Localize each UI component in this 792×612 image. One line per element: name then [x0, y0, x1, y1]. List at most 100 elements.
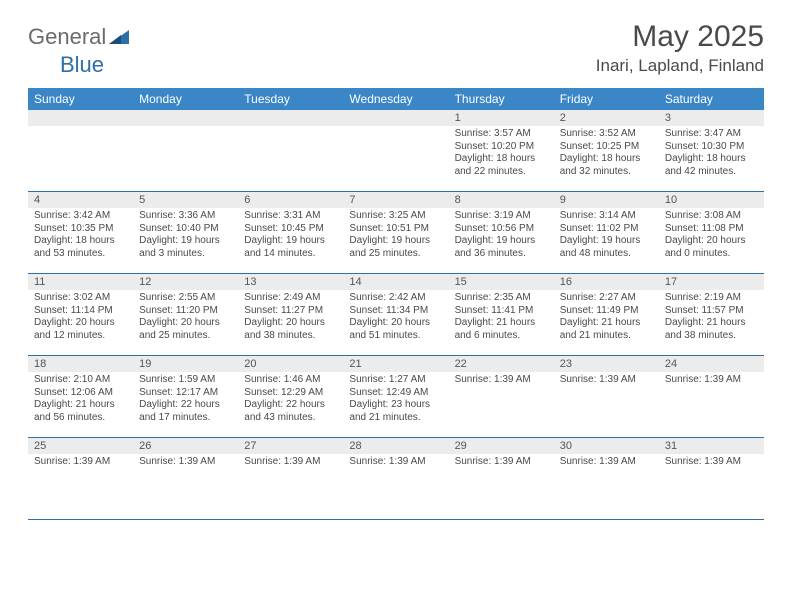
- sunset-line: Sunset: 11:49 PM: [560, 305, 653, 318]
- day-number: [133, 110, 238, 126]
- day-number: 5: [133, 192, 238, 208]
- day-cell: 24 Sunrise: 1:39 AM: [659, 356, 764, 438]
- sunrise-line: Sunrise: 1:39 AM: [665, 456, 758, 469]
- sunrise-line: Sunrise: 1:27 AM: [349, 374, 442, 387]
- daylight-line: Daylight: 19 hours: [455, 235, 548, 248]
- sunrise-line: Sunrise: 2:27 AM: [560, 292, 653, 305]
- daylight-line: Daylight: 20 hours: [34, 317, 127, 330]
- day-body: Sunrise: 1:39 AM: [554, 372, 659, 387]
- day-cell: 11Sunrise: 3:02 AMSunset: 11:14 PMDaylig…: [28, 274, 133, 356]
- day-number: [238, 110, 343, 126]
- day-body: Sunrise: 2:49 AMSunset: 11:27 PMDaylight…: [238, 290, 343, 342]
- sunset-line: Sunset: 11:34 PM: [349, 305, 442, 318]
- daylight-line: and 25 minutes.: [139, 330, 232, 343]
- daylight-line: and 12 minutes.: [34, 330, 127, 343]
- day-number: 27: [238, 438, 343, 454]
- day-cell: 10Sunrise: 3:08 AMSunset: 11:08 PMDaylig…: [659, 192, 764, 274]
- daylight-line: and 22 minutes.: [455, 166, 548, 179]
- daylight-line: Daylight: 20 hours: [665, 235, 758, 248]
- sunset-line: Sunset: 10:30 PM: [665, 141, 758, 154]
- daylight-line: and 14 minutes.: [244, 248, 337, 261]
- day-cell: 13Sunrise: 2:49 AMSunset: 11:27 PMDaylig…: [238, 274, 343, 356]
- sunset-line: Sunset: 11:27 PM: [244, 305, 337, 318]
- day-number: 19: [133, 356, 238, 372]
- sunrise-line: Sunrise: 2:10 AM: [34, 374, 127, 387]
- sunrise-line: Sunrise: 2:35 AM: [455, 292, 548, 305]
- day-body: Sunrise: 3:08 AMSunset: 11:08 PMDaylight…: [659, 208, 764, 260]
- day-cell: 18Sunrise: 2:10 AMSunset: 12:06 AMDaylig…: [28, 356, 133, 438]
- sunset-line: Sunset: 10:56 PM: [455, 223, 548, 236]
- sunrise-line: Sunrise: 3:08 AM: [665, 210, 758, 223]
- sunrise-line: Sunrise: 3:42 AM: [34, 210, 127, 223]
- day-number: 29: [449, 438, 554, 454]
- day-number: 24: [659, 356, 764, 372]
- daylight-line: Daylight: 19 hours: [349, 235, 442, 248]
- sunrise-line: Sunrise: 1:39 AM: [455, 374, 548, 387]
- day-cell: 8Sunrise: 3:19 AMSunset: 10:56 PMDayligh…: [449, 192, 554, 274]
- day-number: 3: [659, 110, 764, 126]
- daylight-line: Daylight: 21 hours: [34, 399, 127, 412]
- dow-sat: Saturday: [659, 88, 764, 110]
- day-body: Sunrise: 3:42 AMSunset: 10:35 PMDaylight…: [28, 208, 133, 260]
- dow-mon: Monday: [133, 88, 238, 110]
- day-body: [28, 126, 133, 128]
- day-number: 7: [343, 192, 448, 208]
- week-row: 11Sunrise: 3:02 AMSunset: 11:14 PMDaylig…: [28, 274, 764, 356]
- daylight-line: Daylight: 22 hours: [244, 399, 337, 412]
- day-number: 13: [238, 274, 343, 290]
- sunrise-line: Sunrise: 2:49 AM: [244, 292, 337, 305]
- day-body: Sunrise: 1:39 AM: [659, 372, 764, 387]
- day-body: Sunrise: 2:27 AMSunset: 11:49 PMDaylight…: [554, 290, 659, 342]
- day-body: Sunrise: 3:36 AMSunset: 10:40 PMDaylight…: [133, 208, 238, 260]
- day-number: 20: [238, 356, 343, 372]
- day-cell: 19Sunrise: 1:59 AMSunset: 12:17 AMDaylig…: [133, 356, 238, 438]
- day-cell: [343, 110, 448, 192]
- day-cell: 20Sunrise: 1:46 AMSunset: 12:29 AMDaylig…: [238, 356, 343, 438]
- day-number: 14: [343, 274, 448, 290]
- day-body: [343, 126, 448, 128]
- week-row: 25Sunrise: 1:39 AM26Sunrise: 1:39 AM27Su…: [28, 438, 764, 520]
- day-cell: 27 Sunrise: 1:39 AM: [238, 438, 343, 520]
- daylight-line: Daylight: 21 hours: [455, 317, 548, 330]
- sunrise-line: Sunrise: 1:39 AM: [665, 374, 758, 387]
- day-body: Sunrise: 1:39 AM: [449, 372, 554, 387]
- daylight-line: and 3 minutes.: [139, 248, 232, 261]
- sunset-line: Sunset: 12:17 AM: [139, 387, 232, 400]
- brand-general: General: [28, 24, 106, 50]
- title-block: May 2025 Inari, Lapland, Finland: [596, 20, 764, 76]
- day-cell: 15Sunrise: 2:35 AMSunset: 11:41 PMDaylig…: [449, 274, 554, 356]
- day-cell: 31Sunrise: 1:39 AM: [659, 438, 764, 520]
- day-body: Sunrise: 3:02 AMSunset: 11:14 PMDaylight…: [28, 290, 133, 342]
- daylight-line: Daylight: 18 hours: [665, 153, 758, 166]
- sunset-line: Sunset: 11:57 PM: [665, 305, 758, 318]
- daylight-line: and 51 minutes.: [349, 330, 442, 343]
- sunrise-line: Sunrise: 1:46 AM: [244, 374, 337, 387]
- daylight-line: and 25 minutes.: [349, 248, 442, 261]
- sunset-line: Sunset: 11:20 PM: [139, 305, 232, 318]
- day-cell: 16Sunrise: 2:27 AMSunset: 11:49 PMDaylig…: [554, 274, 659, 356]
- dow-fri: Friday: [554, 88, 659, 110]
- sunset-line: Sunset: 11:08 PM: [665, 223, 758, 236]
- sunrise-line: Sunrise: 1:39 AM: [139, 456, 232, 469]
- daylight-line: and 56 minutes.: [34, 412, 127, 425]
- daylight-line: and 38 minutes.: [244, 330, 337, 343]
- sunrise-line: Sunrise: 1:39 AM: [244, 456, 337, 469]
- sunset-line: Sunset: 10:35 PM: [34, 223, 127, 236]
- day-number: [28, 110, 133, 126]
- day-number: 2: [554, 110, 659, 126]
- day-number: 8: [449, 192, 554, 208]
- day-number: 21: [343, 356, 448, 372]
- day-number: 17: [659, 274, 764, 290]
- dow-thu: Thursday: [449, 88, 554, 110]
- sunset-line: Sunset: 11:14 PM: [34, 305, 127, 318]
- calendar-page: General May 2025 Inari, Lapland, Finland…: [0, 0, 792, 540]
- day-number: 30: [554, 438, 659, 454]
- day-body: Sunrise: 1:46 AMSunset: 12:29 AMDaylight…: [238, 372, 343, 424]
- sunrise-line: Sunrise: 3:47 AM: [665, 128, 758, 141]
- daylight-line: Daylight: 20 hours: [244, 317, 337, 330]
- day-body: Sunrise: 1:39 AM: [554, 454, 659, 469]
- day-number: 1: [449, 110, 554, 126]
- daylight-line: Daylight: 20 hours: [139, 317, 232, 330]
- daylight-line: and 0 minutes.: [665, 248, 758, 261]
- day-number: 25: [28, 438, 133, 454]
